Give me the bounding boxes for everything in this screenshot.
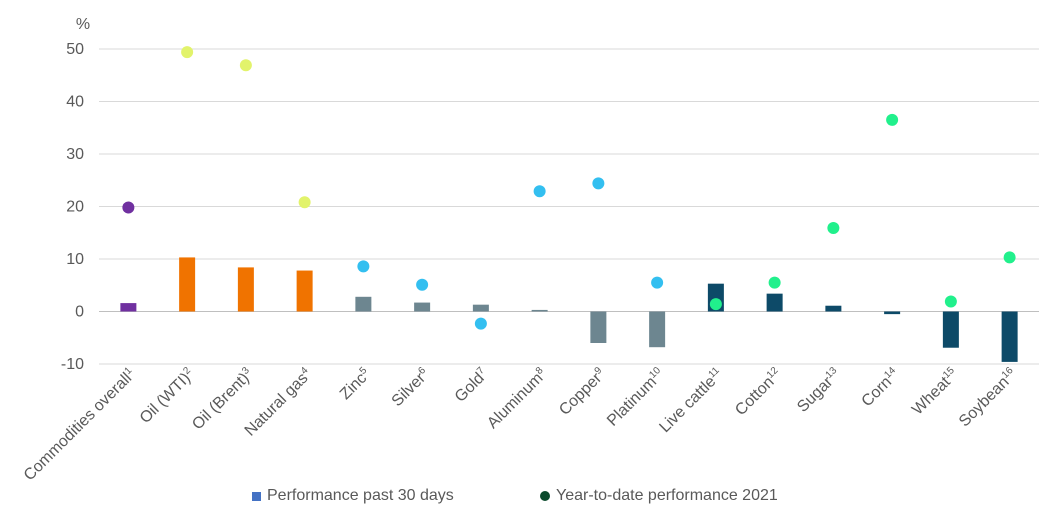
dot [592,177,605,190]
legend: Performance past 30 days Year-to-date pe… [0,487,1045,511]
dot [533,185,546,198]
bar [296,270,313,312]
bar [1001,311,1018,362]
legend-swatch-square [252,491,261,501]
y-tick-label: 50 [66,41,84,58]
x-tick-label: Corn14 [858,365,903,410]
x-tick-label: Natural gas4 [241,365,316,440]
bar [590,311,607,343]
bar [766,293,783,312]
x-tick-label: Wheat15 [908,365,962,419]
x-tick-label: Commodities overall1 [20,365,139,484]
bar [472,304,489,312]
dot [944,295,957,308]
bar [179,257,196,312]
dot [651,276,664,289]
legend-item-30-days: Performance past 30 days [252,487,454,505]
y-tick-label: 10 [66,251,84,268]
bar [414,302,431,312]
y-tick-label: 0 [75,304,84,321]
dot [298,196,311,209]
dot [474,317,487,330]
dot [181,46,194,59]
y-axis-unit-label: % [76,16,90,33]
dot [768,276,781,289]
legend-swatch-dot [540,491,550,501]
dot [122,201,135,214]
bar [649,311,666,348]
y-tick-label: 20 [66,199,84,216]
x-tick-label: Oil (WTI)2 [136,365,198,427]
dots-ytd-performance [122,46,1016,330]
bar [120,303,137,312]
y-tick-label: 30 [66,146,84,163]
x-tick-label: Aluminum8 [483,365,550,432]
bar [884,311,901,315]
bar [531,309,548,312]
x-tick-label: Zinc5 [336,365,374,403]
legend-item-ytd: Year-to-date performance 2021 [540,487,778,505]
dot [239,59,252,72]
x-tick-label: Silver6 [388,365,433,410]
x-tick-label: Gold7 [451,365,492,406]
dot [827,222,840,235]
y-tick-label: 40 [66,94,84,111]
dot [357,260,370,273]
bar [942,311,959,348]
x-tick-label: Cotton12 [732,365,786,419]
x-tick-label: Copper9 [555,365,609,419]
grid-lines [99,48,1039,365]
bar [825,305,842,312]
dot [416,278,429,291]
dot [1003,251,1016,264]
x-tick-label: Soybean16 [955,365,1021,431]
bar [355,296,372,312]
x-tick-label: Platinum10 [603,365,668,430]
x-tick-label: Sugar13 [793,365,844,416]
legend-label-ytd: Year-to-date performance 2021 [556,487,778,504]
dot [886,113,899,126]
y-tick-label: -10 [61,356,84,373]
bar [237,267,254,312]
x-tick-label: Live cattle11 [656,365,727,436]
legend-label-30-days: Performance past 30 days [267,487,454,504]
bars-performance-30-days [120,257,1018,362]
y-axis-ticks: -10 0 10 20 30 40 50 [61,41,84,373]
dot [709,298,722,311]
